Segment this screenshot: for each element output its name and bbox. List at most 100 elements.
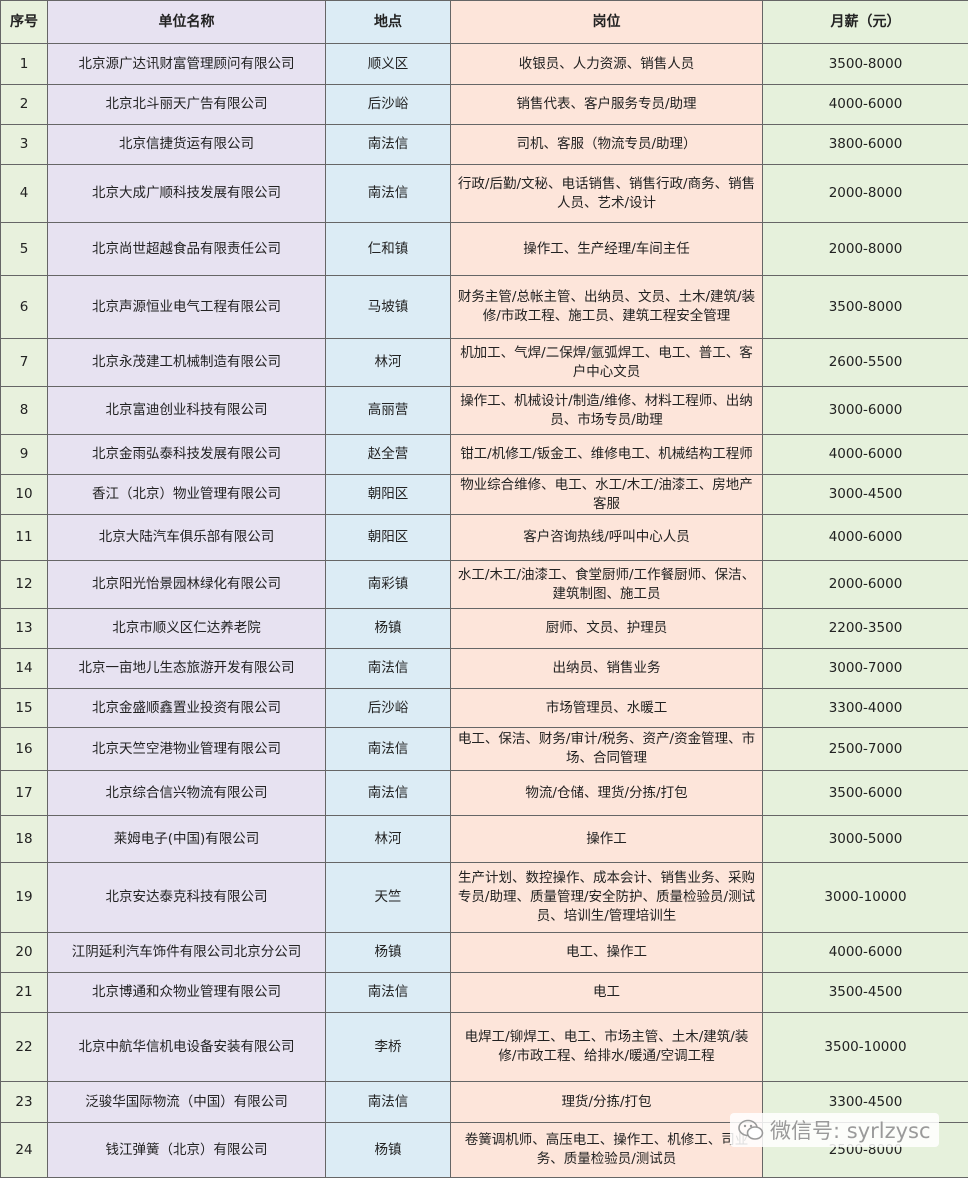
table-cell: 3000-5000	[763, 816, 968, 863]
table-cell: 2	[1, 85, 48, 125]
table-cell: 15	[1, 689, 48, 728]
table-cell: 3000-10000	[763, 863, 968, 933]
table-cell: 5	[1, 223, 48, 276]
table-cell: 4000-6000	[763, 515, 968, 561]
table-cell: 收银员、人力资源、销售人员	[451, 44, 763, 85]
table-cell: 赵全营	[326, 435, 451, 475]
table-cell: 北京中航华信机电设备安装有限公司	[48, 1013, 326, 1082]
table-cell: 北京大陆汽车俱乐部有限公司	[48, 515, 326, 561]
watermark-text: 微信号: syrlzysc	[770, 1115, 931, 1145]
table-cell: 3500-4500	[763, 973, 968, 1013]
table-cell: 南法信	[326, 125, 451, 165]
table-cell: 林河	[326, 339, 451, 387]
table-cell: 北京尚世超越食品有限责任公司	[48, 223, 326, 276]
table-cell: 北京阳光怡景园林绿化有限公司	[48, 561, 326, 609]
table-cell: 南法信	[326, 973, 451, 1013]
table-cell: 钳工/机修工/钣金工、维修电工、机械结构工程师	[451, 435, 763, 475]
table-cell: 3500-6000	[763, 771, 968, 816]
table-cell: 3500-10000	[763, 1013, 968, 1082]
table-cell: 北京永茂建工机械制造有限公司	[48, 339, 326, 387]
table-cell: 22	[1, 1013, 48, 1082]
table-cell: 高丽营	[326, 387, 451, 435]
table-cell: 17	[1, 771, 48, 816]
table-cell: 电工	[451, 973, 763, 1013]
table-cell: 北京综合信兴物流有限公司	[48, 771, 326, 816]
header-cell: 月薪（元）	[763, 1, 968, 44]
table-cell: 客户咨询热线/呼叫中心人员	[451, 515, 763, 561]
table-cell: 北京天竺空港物业管理有限公司	[48, 728, 326, 771]
table-cell: 操作工、机械设计/制造/维修、材料工程师、出纳员、市场专员/助理	[451, 387, 763, 435]
table-cell: 9	[1, 435, 48, 475]
table-cell: 杨镇	[326, 933, 451, 973]
table-cell: 4	[1, 165, 48, 223]
table-cell: 理货/分拣/打包	[451, 1082, 763, 1123]
table-cell: 北京安达泰克科技有限公司	[48, 863, 326, 933]
table-cell: 南法信	[326, 165, 451, 223]
table-cell: 3500-8000	[763, 44, 968, 85]
table-cell: 物业综合维修、电工、水工/木工/油漆工、房地产客服	[451, 475, 763, 515]
table-cell: 仁和镇	[326, 223, 451, 276]
table-cell: 20	[1, 933, 48, 973]
table-cell: 操作工、生产经理/车间主任	[451, 223, 763, 276]
table-cell: 北京声源恒业电气工程有限公司	[48, 276, 326, 339]
table-cell: 南彩镇	[326, 561, 451, 609]
table-cell: 北京大成广顺科技发展有限公司	[48, 165, 326, 223]
table-cell: 朝阳区	[326, 475, 451, 515]
table-cell: 天竺	[326, 863, 451, 933]
table-cell: 南法信	[326, 728, 451, 771]
table-cell: 李桥	[326, 1013, 451, 1082]
table-cell: 电工、操作工	[451, 933, 763, 973]
table-cell: 北京金盛顺鑫置业投资有限公司	[48, 689, 326, 728]
table-cell: 水工/木工/油漆工、食堂厨师/工作餐厨师、保洁、建筑制图、施工员	[451, 561, 763, 609]
table-cell: 12	[1, 561, 48, 609]
table-cell: 3300-4000	[763, 689, 968, 728]
table-cell: 行政/后勤/文秘、电话销售、销售行政/商务、销售人员、艺术/设计	[451, 165, 763, 223]
table-cell: 2200-3500	[763, 609, 968, 649]
table-cell: 财务主管/总帐主管、出纳员、文员、土木/建筑/装修/市政工程、施工员、建筑工程安…	[451, 276, 763, 339]
table-cell: 顺义区	[326, 44, 451, 85]
table-cell: 生产计划、数控操作、成本会计、销售业务、采购专员/助理、质量管理/安全防护、质量…	[451, 863, 763, 933]
table-cell: 6	[1, 276, 48, 339]
table-cell: 马坡镇	[326, 276, 451, 339]
table-cell: 3	[1, 125, 48, 165]
table-cell: 市场管理员、水暖工	[451, 689, 763, 728]
table-cell: 电焊工/铆焊工、电工、市场主管、土木/建筑/装修/市政工程、给排水/暖通/空调工…	[451, 1013, 763, 1082]
table-cell: 莱姆电子(中国)有限公司	[48, 816, 326, 863]
table-cell: 北京博通和众物业管理有限公司	[48, 973, 326, 1013]
table-cell: 11	[1, 515, 48, 561]
table-cell: 北京北斗丽天广告有限公司	[48, 85, 326, 125]
table-cell: 4000-6000	[763, 933, 968, 973]
header-cell: 单位名称	[48, 1, 326, 44]
table-cell: 南法信	[326, 771, 451, 816]
table-cell: 2600-5500	[763, 339, 968, 387]
table-cell: 南法信	[326, 649, 451, 689]
table-cell: 后沙峪	[326, 85, 451, 125]
header-cell: 地点	[326, 1, 451, 44]
table-cell: 14	[1, 649, 48, 689]
table-cell: 16	[1, 728, 48, 771]
table-cell: 3000-7000	[763, 649, 968, 689]
table-cell: 3000-6000	[763, 387, 968, 435]
table-cell: 北京信捷货运有限公司	[48, 125, 326, 165]
table-cell: 北京富迪创业科技有限公司	[48, 387, 326, 435]
table-cell: 后沙峪	[326, 689, 451, 728]
header-cell: 序号	[1, 1, 48, 44]
watermark: 微信号: syrlzysc	[730, 1113, 939, 1147]
